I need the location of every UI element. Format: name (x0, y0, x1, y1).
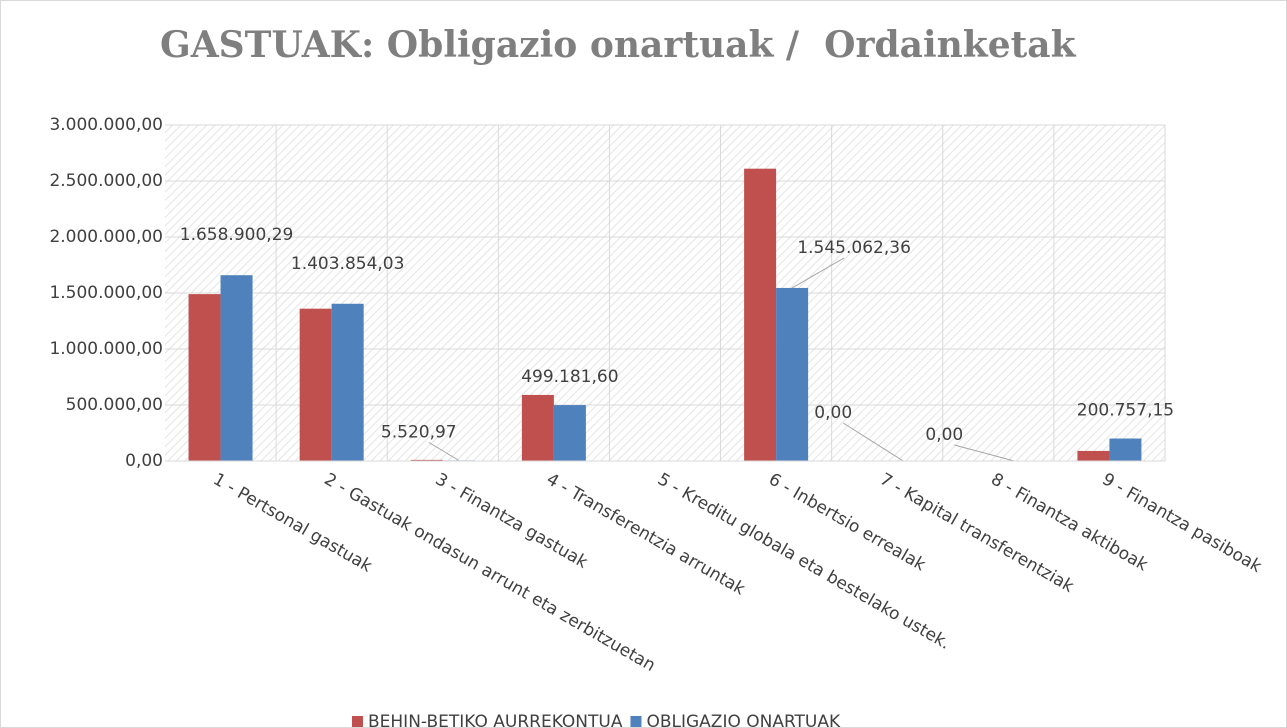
legend-swatch (352, 716, 363, 727)
y-tick-label: 1.000.000,00 (49, 339, 163, 359)
chart-title: GASTUAK: Obligazio onartuak / Ordainketa… (160, 24, 1077, 66)
bar (220, 275, 253, 461)
bar (1109, 438, 1142, 461)
legend-swatch (630, 716, 642, 727)
bar (1077, 450, 1110, 461)
data-label: 1.658.900,29 (180, 225, 294, 245)
data-label: 200.757,15 (1077, 401, 1174, 421)
bar (744, 168, 777, 461)
leader-line (842, 422, 904, 462)
y-tick-label: 0,00 (125, 451, 163, 471)
leader-line (954, 444, 1015, 462)
bar (553, 405, 586, 461)
bar (776, 287, 809, 461)
data-label: 0,00 (925, 425, 963, 445)
data-label: 1.403.854,03 (291, 254, 405, 274)
y-tick-label: 1.500.000,00 (49, 283, 163, 303)
bar (410, 459, 443, 461)
y-tick-label: 3.000.000,00 (49, 115, 163, 135)
data-label: 0,00 (814, 403, 852, 423)
data-label: 499.181,60 (521, 367, 618, 387)
bar (299, 308, 332, 461)
legend-label: BEHIN-BETIKO AURREKONTUA (368, 712, 623, 728)
y-tick-label: 2.500.000,00 (49, 171, 163, 191)
y-tick-label: 2.000.000,00 (49, 227, 163, 247)
y-tick-label: 500.000,00 (66, 395, 163, 415)
bar (521, 394, 554, 461)
data-label: 5.520,97 (381, 422, 457, 442)
leader-line (791, 257, 845, 289)
bar (188, 294, 221, 461)
legend-label: OBLIGAZIO ONARTUAK (646, 712, 841, 728)
leader-line (428, 441, 460, 461)
data-label: 1.545.062,36 (797, 238, 911, 258)
bar (331, 303, 364, 461)
